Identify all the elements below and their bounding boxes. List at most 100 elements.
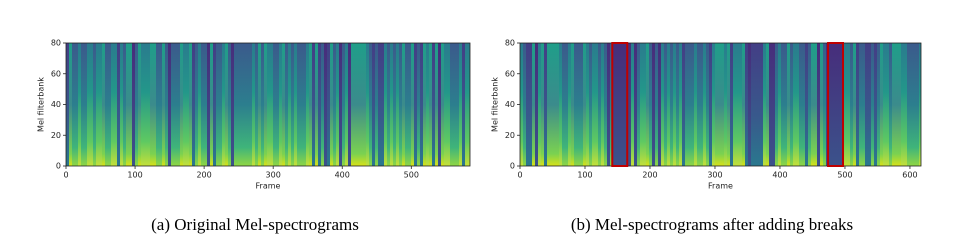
spectrogram-texture <box>375 43 378 166</box>
spectrogram-texture <box>129 43 132 166</box>
spectrogram-texture <box>607 43 610 166</box>
spectrogram-texture <box>402 43 405 166</box>
spectrogram-texture <box>730 43 733 166</box>
spectrogram-texture <box>459 43 462 166</box>
x-tick-label: 200 <box>642 171 657 180</box>
spectrogram-texture <box>559 43 562 166</box>
spectrogram-texture <box>234 43 237 166</box>
spectrogram-texture <box>81 43 84 166</box>
spectrogram-texture <box>763 43 766 166</box>
spectrogram-texture <box>165 43 168 166</box>
break-region <box>611 42 629 167</box>
spectrogram-texture <box>372 43 375 166</box>
spectrogram-texture <box>817 43 820 166</box>
spectrogram-texture <box>853 43 856 166</box>
spectrogram-texture <box>396 43 399 166</box>
spectrogram-texture <box>784 43 787 166</box>
spectrogram-texture <box>291 43 294 166</box>
spectrogram-texture <box>303 43 306 166</box>
spectrogram-texture <box>526 43 529 166</box>
spectrogram-texture <box>123 43 126 166</box>
x-tick-label: 0 <box>517 171 522 180</box>
spectrogram-texture <box>898 43 901 166</box>
spectrogram-texture <box>381 43 384 166</box>
spectrogram-texture <box>78 43 81 166</box>
spectrogram-texture <box>586 43 589 166</box>
spectrogram-texture <box>423 43 426 166</box>
spectrogram-texture <box>583 43 586 166</box>
spectrogram-texture <box>462 43 465 166</box>
spectrogram-texture <box>631 43 634 166</box>
break-region <box>827 42 845 167</box>
spectrogram-texture <box>634 43 637 166</box>
spectrogram-texture <box>739 43 742 166</box>
spectrogram-texture <box>399 43 402 166</box>
spectrogram-texture <box>697 43 700 166</box>
spectrogram-texture <box>556 43 559 166</box>
spectrogram-texture <box>393 43 396 166</box>
spectrogram-texture <box>279 43 282 166</box>
spectrogram-texture <box>694 43 697 166</box>
spectrogram-texture <box>709 43 712 166</box>
spectrogram-texture <box>465 43 468 166</box>
spectrogram-texture <box>529 43 532 166</box>
spectrogram-texture <box>880 43 883 166</box>
y-tick-label: 80 <box>51 39 61 48</box>
spectrogram-texture <box>432 43 435 166</box>
spectrogram-texture <box>685 43 688 166</box>
spectrogram-texture <box>667 43 670 166</box>
spectrogram-texture <box>523 43 526 166</box>
spectrogram-texture <box>99 43 102 166</box>
x-tick-label: 100 <box>127 171 142 180</box>
spectrogram-texture <box>670 43 673 166</box>
spectrogram-texture <box>580 43 583 166</box>
spectrogram-texture <box>447 43 450 166</box>
spectrogram-texture <box>808 43 811 166</box>
spectrogram-texture <box>724 43 727 166</box>
spectrogram-texture <box>339 43 342 166</box>
spectrogram-texture <box>823 43 826 166</box>
spectrogram-texture <box>168 43 171 166</box>
spectrogram-texture <box>691 43 694 166</box>
spectrogram-texture <box>547 43 550 166</box>
y-tick-label: 60 <box>51 69 61 78</box>
spectrogram-texture <box>877 43 880 166</box>
spectrogram-texture <box>468 43 470 166</box>
spectrogram-texture <box>417 43 420 166</box>
spectrogram-texture <box>315 43 318 166</box>
spectrogram-texture <box>153 43 156 166</box>
spectrogram-texture <box>799 43 802 166</box>
spectrogram-texture <box>198 43 201 166</box>
spectrogram-texture <box>718 43 721 166</box>
spectrogram-texture <box>646 43 649 166</box>
spectrogram-texture <box>850 43 853 166</box>
spectrogram-texture <box>748 43 751 166</box>
spectrogram-texture <box>435 43 438 166</box>
spectrogram-texture <box>336 43 339 166</box>
spectrogram-texture <box>700 43 703 166</box>
spectrogram-texture <box>778 43 781 166</box>
spectrogram-texture <box>213 43 216 166</box>
spectrogram-texture <box>141 43 144 166</box>
spectrogram-texture <box>132 43 135 166</box>
spectrogram-texture <box>111 43 114 166</box>
spectrogram-texture <box>775 43 778 166</box>
spectrogram-texture <box>787 43 790 166</box>
spectrogram-texture <box>706 43 709 166</box>
spectrogram-texture <box>598 43 601 166</box>
spectrogram-texture <box>249 43 252 166</box>
spectrogram-texture <box>628 43 631 166</box>
spectrogram-texture <box>108 43 111 166</box>
spectrogram-texture <box>369 43 372 166</box>
y-tick-label: 40 <box>51 100 61 109</box>
spectrogram-texture <box>892 43 895 166</box>
spectrogram-texture <box>177 43 180 166</box>
spectrogram-texture <box>237 43 240 166</box>
spectrogram-texture <box>72 43 75 166</box>
spectrogram-texture <box>96 43 99 166</box>
spectrogram-texture <box>658 43 661 166</box>
spectrogram-texture <box>901 43 904 166</box>
spectrogram-texture <box>411 43 414 166</box>
spectrogram-texture <box>378 43 381 166</box>
